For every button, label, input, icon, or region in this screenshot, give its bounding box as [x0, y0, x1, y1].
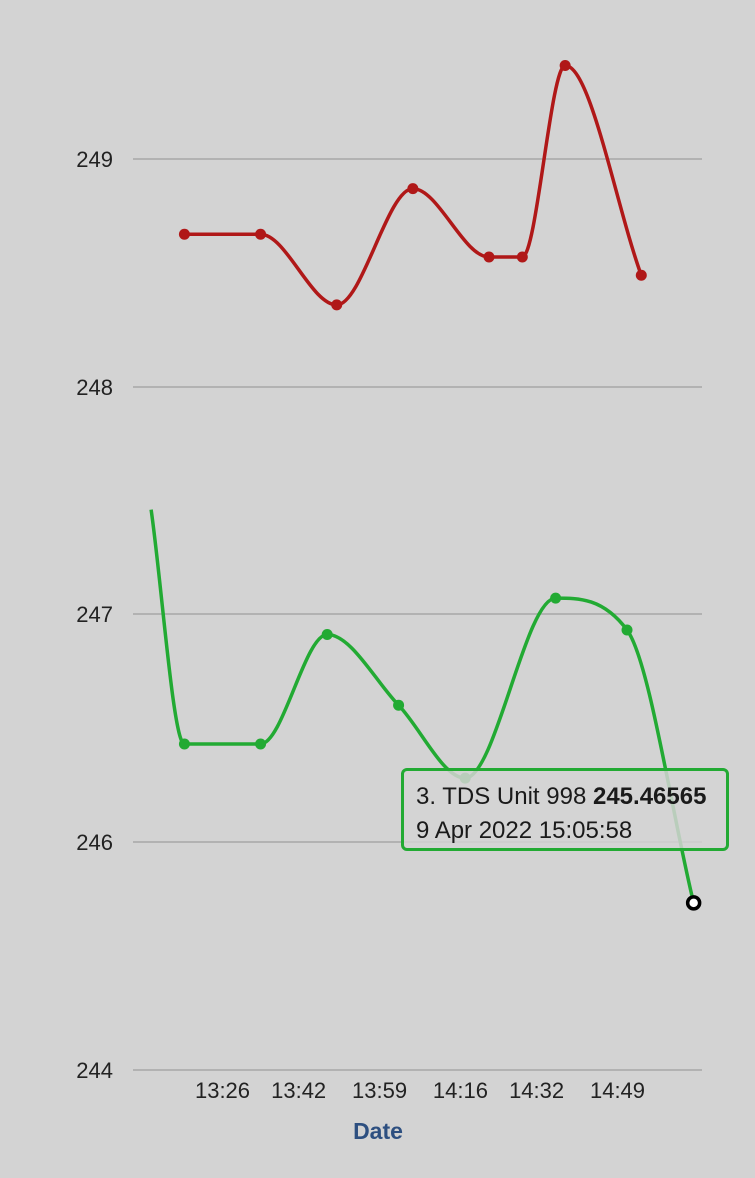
- data-point: [635, 269, 647, 281]
- hovered-data-point: [685, 895, 702, 911]
- tooltip-date: 9 Apr 2022 15:05:58: [416, 817, 633, 844]
- data-point: [550, 592, 562, 604]
- data-point: [483, 251, 495, 263]
- chart-tooltip: 3. TDS Unit 998 245.46565 9 Apr 2022 15:…: [401, 768, 729, 851]
- data-point: [407, 183, 419, 195]
- data-point: [393, 699, 405, 711]
- data-point: [559, 60, 571, 72]
- y-tick-label: 246: [76, 830, 113, 855]
- x-tick-label: 14:16: [433, 1078, 488, 1103]
- data-point: [621, 624, 633, 636]
- x-tick-label: 13:59: [352, 1078, 407, 1103]
- y-tick-label: 244: [76, 1058, 113, 1083]
- x-tick-label: 13:42: [271, 1078, 326, 1103]
- data-point: [255, 228, 267, 240]
- x-tick-label: 14:32: [509, 1078, 564, 1103]
- data-point: [321, 629, 333, 641]
- y-tick-label: 247: [76, 602, 113, 627]
- x-tick-label: 13:26: [195, 1078, 250, 1103]
- y-tick-label: 248: [76, 375, 113, 400]
- tooltip-title-line: 3. TDS Unit 998 245.46565: [416, 780, 714, 814]
- x-tick-label: 14:49: [590, 1078, 645, 1103]
- data-point: [178, 228, 190, 240]
- data-point: [178, 738, 190, 750]
- x-axis-title: Date: [353, 1118, 403, 1144]
- data-point: [255, 738, 267, 750]
- tooltip-series-name: 3. TDS Unit 998: [416, 783, 587, 810]
- tooltip-value: 245.46565: [592, 783, 707, 810]
- y-tick-label: 249: [76, 147, 113, 172]
- data-point: [516, 251, 528, 263]
- data-point: [331, 299, 343, 311]
